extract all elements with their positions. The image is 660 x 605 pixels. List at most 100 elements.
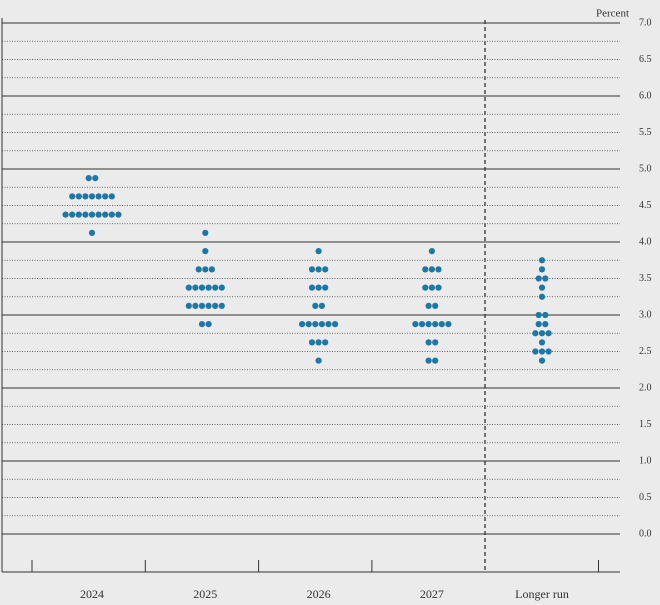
dot <box>428 284 435 291</box>
x-tick-label: 2026 <box>307 587 331 601</box>
dot <box>542 321 549 328</box>
dot <box>102 211 109 218</box>
dot <box>432 321 439 328</box>
dot <box>545 330 552 337</box>
dot <box>69 193 76 200</box>
y-tick-label: 4.5 <box>639 200 652 211</box>
dot <box>535 275 542 282</box>
dot <box>428 266 435 273</box>
x-tick-label: 2024 <box>80 587 104 601</box>
dot <box>102 193 109 200</box>
y-tick-label: 0.0 <box>639 528 652 539</box>
dot <box>425 339 432 346</box>
y-axis-label: Percent <box>596 8 629 20</box>
dot <box>88 193 96 200</box>
dot <box>88 211 96 218</box>
dot <box>425 357 432 364</box>
dot <box>315 357 322 364</box>
dot <box>82 193 89 200</box>
dot <box>308 266 316 273</box>
dot <box>315 339 322 346</box>
dot <box>538 348 546 355</box>
dot <box>538 284 546 291</box>
y-tick-label: 7.0 <box>639 17 652 28</box>
dot <box>538 339 546 346</box>
dot <box>532 330 539 337</box>
dot <box>82 211 89 218</box>
dot <box>542 275 549 282</box>
dot <box>202 266 209 273</box>
dot <box>432 357 439 364</box>
dot <box>195 266 202 273</box>
dot <box>422 284 429 291</box>
dot <box>308 339 316 346</box>
dot <box>422 266 429 273</box>
dot <box>95 211 102 218</box>
dot <box>75 211 82 218</box>
y-tick-label: 5.0 <box>639 163 652 174</box>
dot <box>202 229 209 236</box>
dot <box>88 229 96 236</box>
dot <box>532 348 539 355</box>
dot <box>438 321 445 328</box>
dot <box>198 302 206 309</box>
dot <box>425 321 432 328</box>
dot <box>535 321 542 328</box>
dot <box>412 321 419 328</box>
dot <box>538 293 546 300</box>
dot <box>542 311 549 319</box>
dot <box>318 302 325 309</box>
dot <box>425 302 432 309</box>
dot <box>315 284 322 291</box>
dot <box>315 248 322 255</box>
dot <box>108 211 115 218</box>
dot <box>69 211 76 218</box>
dot <box>198 284 206 291</box>
y-tick-label: 6.5 <box>639 54 652 65</box>
y-tick-label: 5.5 <box>639 127 652 138</box>
y-tick-label: 4.0 <box>639 236 652 247</box>
dot <box>435 266 442 273</box>
dot <box>218 302 225 309</box>
dot <box>538 330 546 337</box>
dot <box>305 321 312 328</box>
dot <box>322 284 329 291</box>
dot <box>205 321 212 328</box>
dot <box>538 357 546 364</box>
y-tick-label: 1.0 <box>639 455 652 466</box>
dot <box>185 302 192 309</box>
y-tick-label: 1.5 <box>639 419 652 430</box>
dot <box>322 266 329 273</box>
dot <box>428 248 435 255</box>
dot <box>205 302 212 309</box>
y-tick-label: 2.0 <box>639 382 652 393</box>
dot <box>432 339 439 346</box>
dot <box>108 193 115 200</box>
dot <box>192 302 199 309</box>
y-tick-label: 3.5 <box>639 273 652 284</box>
dot <box>535 311 542 319</box>
dot <box>312 302 319 309</box>
dot <box>92 175 99 182</box>
x-tick-label: 2027 <box>420 587 444 601</box>
dot <box>545 348 552 355</box>
x-tick-label: Longer run <box>515 587 569 601</box>
dot <box>198 321 206 328</box>
dot <box>538 257 546 264</box>
dot <box>208 266 215 273</box>
dot <box>315 266 322 273</box>
dot <box>435 284 442 291</box>
y-tick-label: 2.5 <box>639 346 652 357</box>
dot <box>212 284 219 291</box>
dot <box>85 175 92 182</box>
dot <box>432 302 439 309</box>
x-tick-label: 2025 <box>193 587 217 601</box>
dot <box>212 302 219 309</box>
dot <box>62 211 69 218</box>
dot <box>115 211 122 218</box>
dot <box>202 248 209 255</box>
dot <box>75 193 82 200</box>
dot <box>312 321 319 328</box>
dot <box>95 193 102 200</box>
